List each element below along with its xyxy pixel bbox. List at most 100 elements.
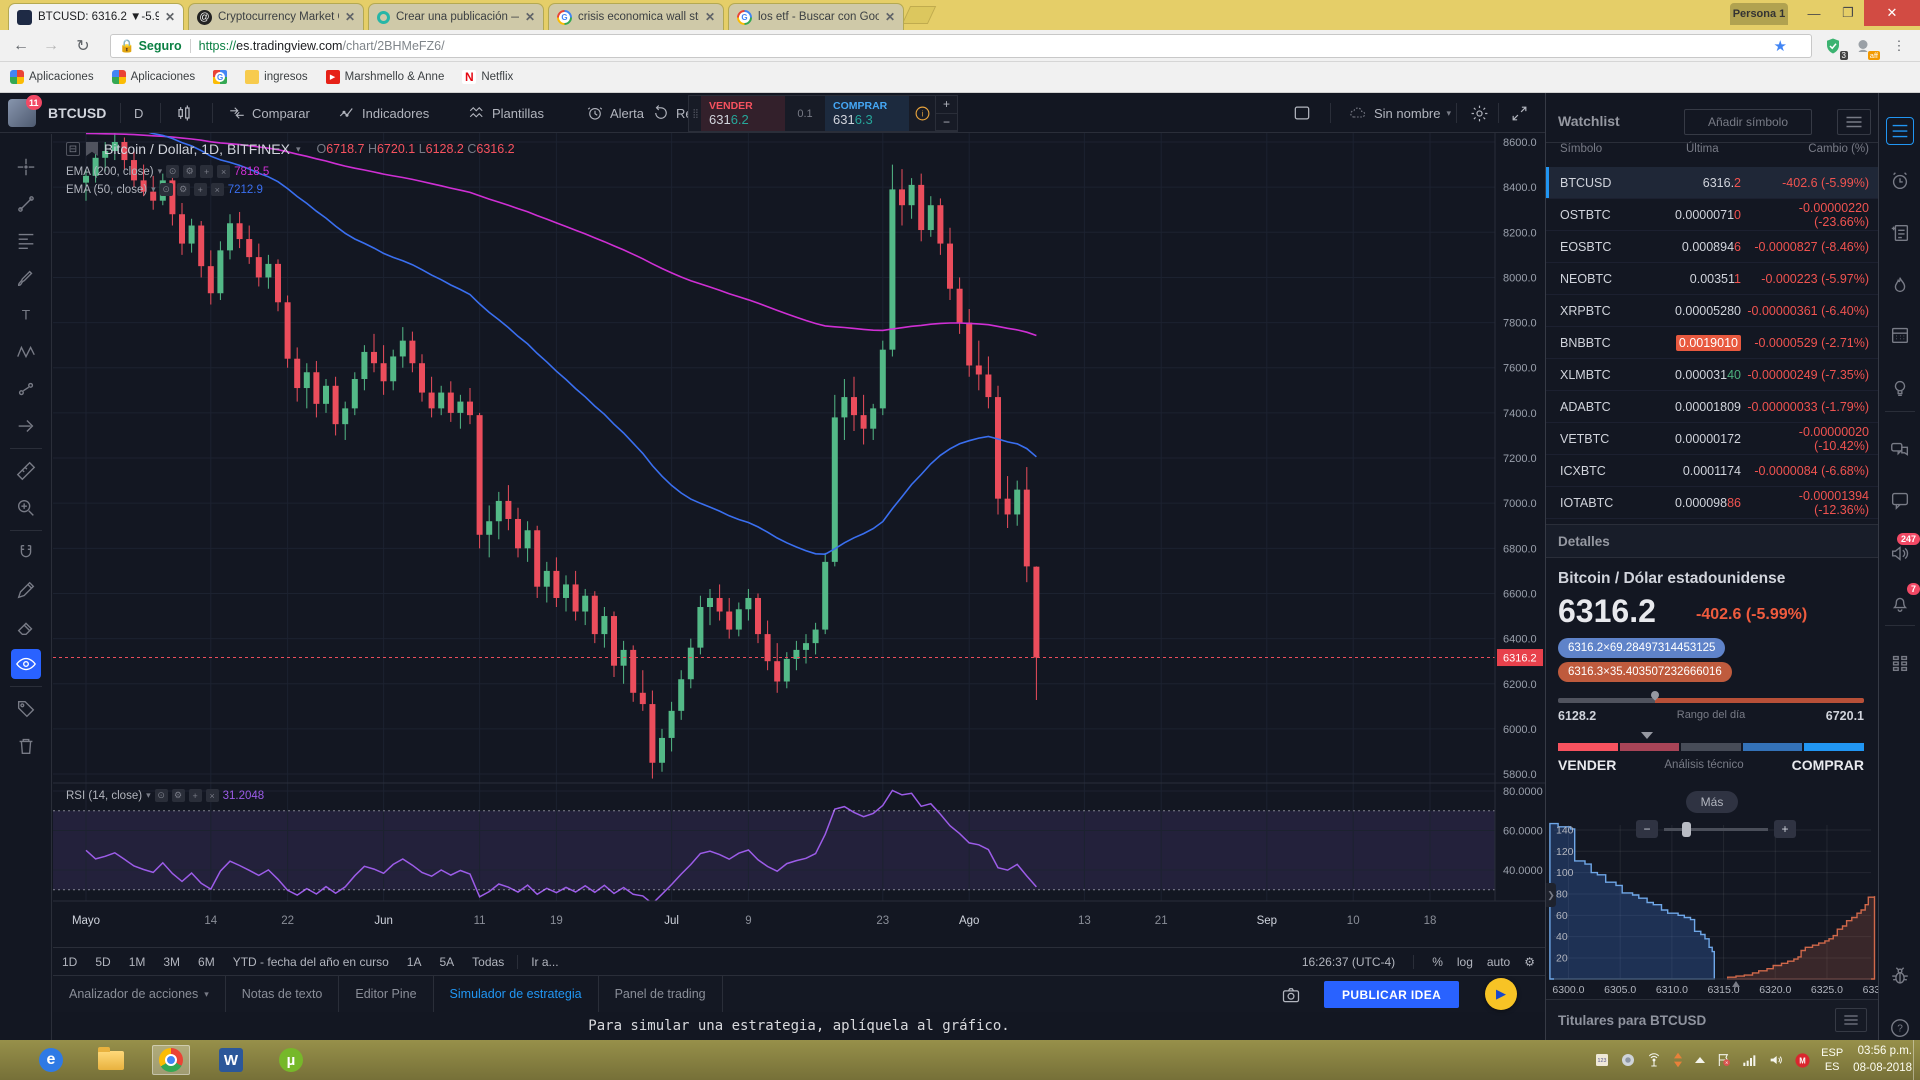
range-1m-button[interactable]: 1M bbox=[128, 954, 146, 969]
legend-title[interactable]: Bitcoin / Dollar, 1D, BITFINEX bbox=[104, 141, 290, 157]
range-todas-button[interactable]: Todas bbox=[472, 954, 505, 969]
tab-close-icon[interactable]: ✕ bbox=[884, 10, 895, 24]
tool-eraser-icon[interactable] bbox=[11, 612, 41, 642]
close-icon[interactable]: × bbox=[205, 789, 219, 802]
back-button[interactable]: ← bbox=[13, 37, 29, 54]
slider-handle[interactable] bbox=[1682, 821, 1691, 837]
fullscreen-icon[interactable] bbox=[1510, 93, 1529, 133]
bottom-tab[interactable]: Panel de trading bbox=[599, 976, 723, 1012]
alarm-icon[interactable] bbox=[1886, 167, 1914, 195]
gear-icon[interactable]: ⚙ bbox=[171, 789, 185, 802]
bottom-tab[interactable]: Notas de texto bbox=[226, 976, 340, 1012]
tool-tag-icon[interactable] bbox=[11, 694, 41, 724]
camera-icon[interactable] bbox=[1281, 976, 1301, 1013]
publish-idea-button[interactable]: PUBLICAR IDEA bbox=[1324, 981, 1460, 1008]
url-input[interactable]: 🔒 Seguro https://es.tradingview.com/chart… bbox=[110, 34, 1812, 58]
tool-arrow-icon[interactable] bbox=[11, 411, 41, 441]
rsi-legend[interactable]: RSI (14, close) ▾ ⊙ ⚙ + × 31.2048 bbox=[66, 789, 265, 802]
details-header[interactable]: Detalles bbox=[1546, 524, 1879, 558]
browser-menu-icon[interactable]: ⋮ bbox=[1892, 38, 1906, 53]
range-ytd-button[interactable]: YTD - fecha del año en curso bbox=[232, 954, 389, 969]
goto-button[interactable]: Ir a... bbox=[531, 954, 559, 969]
tray-notes-icon[interactable]: 123 bbox=[1594, 1052, 1610, 1068]
tool-trendline-icon[interactable] bbox=[11, 189, 41, 219]
tray-mega-icon[interactable]: M bbox=[1794, 1052, 1811, 1069]
layout-name-dropdown[interactable]: Sin nombre ▾ bbox=[1348, 93, 1451, 133]
close-icon[interactable]: × bbox=[210, 183, 224, 196]
browser-tab[interactable]: crisis economica wall stre ✕ bbox=[548, 3, 724, 30]
language-indicator[interactable]: ESP ES bbox=[1821, 1046, 1844, 1073]
browser-tab[interactable]: los etf - Buscar con Goog ✕ bbox=[728, 3, 904, 30]
chats-icon[interactable] bbox=[1886, 436, 1914, 464]
watchlist-row[interactable]: ADABTC 0.00001809 -0.00000033 (-1.79%) bbox=[1546, 391, 1879, 423]
watchlist-menu-icon[interactable] bbox=[1837, 109, 1871, 135]
eye-icon[interactable]: ⊙ bbox=[166, 165, 180, 178]
watchlist-row[interactable]: IOTABTC 0.00009886 -0.00001394 (-12.36%) bbox=[1546, 487, 1879, 519]
tray-flag-icon[interactable]: × bbox=[1716, 1052, 1732, 1068]
tray-speaker-device-icon[interactable] bbox=[1620, 1052, 1636, 1068]
taskbar-utorrent-icon[interactable]: µ bbox=[272, 1045, 310, 1075]
tray-show-hidden-icon[interactable] bbox=[1694, 1055, 1706, 1065]
bottom-tab[interactable]: Simulador de estrategia bbox=[433, 976, 599, 1012]
taskbar-ie-icon[interactable]: e bbox=[32, 1045, 70, 1075]
window-close-button[interactable]: ✕ bbox=[1864, 0, 1920, 26]
bell-icon[interactable]: 7 bbox=[1886, 583, 1920, 617]
indicators-button[interactable]: Indicadores bbox=[338, 93, 429, 133]
new-tab-button[interactable] bbox=[901, 6, 937, 24]
compare-button[interactable]: Comparar bbox=[228, 93, 310, 133]
watchlist-row[interactable]: ICXBTC 0.0001174 -0.0000084 (-6.68%) bbox=[1546, 455, 1879, 487]
gear-icon[interactable]: ⚙ bbox=[183, 165, 197, 178]
tool-pencil-icon[interactable] bbox=[11, 575, 41, 605]
tool-xabcd-icon[interactable] bbox=[11, 337, 41, 367]
window-minimize-button[interactable]: — bbox=[1807, 5, 1821, 21]
range-1d-button[interactable]: 1D bbox=[62, 954, 78, 969]
flame-icon[interactable] bbox=[1886, 271, 1914, 299]
watchlist-icon[interactable] bbox=[1886, 117, 1914, 145]
bottom-tab[interactable]: Editor Pine bbox=[339, 976, 434, 1012]
browser-tab[interactable]: BTCUSD: 6316.2 ▼-5.99% ✕ bbox=[8, 3, 184, 30]
watchlist-row[interactable]: NEOBTC 0.003511 -0.000223 (-5.97%) bbox=[1546, 263, 1879, 295]
range-1a-button[interactable]: 1A bbox=[406, 954, 422, 969]
watchlist-row[interactable]: XRPBTC 0.00005280 -0.00000361 (-6.40%) bbox=[1546, 295, 1879, 327]
watchlist-row[interactable]: EOSBTC 0.0008946 -0.0000827 (-8.46%) bbox=[1546, 231, 1879, 263]
legend-collapse-icon[interactable]: ⊟ bbox=[66, 142, 80, 156]
tool-crosshair-icon[interactable] bbox=[11, 152, 41, 182]
show-desktop-button[interactable] bbox=[1913, 1040, 1920, 1080]
tab-close-icon[interactable]: ✕ bbox=[344, 10, 355, 24]
bottom-tab[interactable]: Analizador de acciones ▾ bbox=[53, 976, 226, 1012]
megaphone-icon[interactable]: 247 bbox=[1886, 533, 1920, 567]
browser-tab[interactable]: Crear una publicación — ✕ bbox=[368, 3, 544, 30]
buy-button[interactable]: COMPRAR 6316.3 bbox=[825, 96, 909, 131]
calendar-icon[interactable] bbox=[1886, 321, 1914, 349]
tray-volume-icon[interactable] bbox=[1768, 1052, 1784, 1068]
watchlist-row[interactable]: VETBTC 0.00000172 -0.00000020 (-10.42%) bbox=[1546, 423, 1879, 455]
tab-close-icon[interactable]: ✕ bbox=[164, 10, 175, 24]
tool-eye-icon[interactable] bbox=[11, 649, 41, 679]
bulb-icon[interactable] bbox=[1886, 374, 1914, 402]
tab-close-icon[interactable]: ✕ bbox=[704, 10, 715, 24]
eye-icon[interactable]: ⊙ bbox=[154, 789, 168, 802]
tool-magnet-icon[interactable] bbox=[11, 538, 41, 568]
range-3m-button[interactable]: 3M bbox=[163, 954, 181, 969]
ema50-legend[interactable]: EMA (50, close) ▾ ⊙ ⚙ + × 7212.9 bbox=[66, 183, 263, 196]
bookmark-item[interactable] bbox=[213, 70, 228, 84]
bookmark-item[interactable]: Aplicaciones bbox=[10, 70, 94, 84]
sell-button[interactable]: VENDER 6316.2 bbox=[701, 96, 785, 131]
tool-brush-icon[interactable] bbox=[11, 263, 41, 293]
info-icon[interactable]: i bbox=[909, 96, 935, 131]
window-restore-button[interactable]: ❐ bbox=[1842, 5, 1854, 20]
tool-forecast-icon[interactable] bbox=[11, 374, 41, 404]
browser-tab[interactable]: @ Cryptocurrency Market C ✕ bbox=[188, 3, 364, 30]
bookmark-item[interactable]: ingresos bbox=[245, 70, 308, 84]
percent-scale-button[interactable]: % bbox=[1432, 955, 1443, 969]
tool-ruler-icon[interactable] bbox=[11, 456, 41, 486]
bookmark-item[interactable]: Marshmello & Anne bbox=[325, 70, 444, 84]
watchlist-row[interactable]: BNBBTC 0.0019010 -0.0000529 (-2.71%) bbox=[1546, 327, 1879, 359]
range-5d-button[interactable]: 5D bbox=[95, 954, 111, 969]
more-button[interactable]: Más bbox=[1686, 791, 1738, 813]
help-icon[interactable]: ? bbox=[1886, 1014, 1914, 1042]
clock-label[interactable]: 16:26:37 (UTC-4) bbox=[1301, 955, 1396, 969]
close-icon[interactable]: × bbox=[217, 165, 231, 178]
notes-icon[interactable] bbox=[1886, 219, 1914, 247]
watchlist-row[interactable]: OSTBTC 0.00000710 -0.00000220 (-23.66%) bbox=[1546, 199, 1879, 231]
